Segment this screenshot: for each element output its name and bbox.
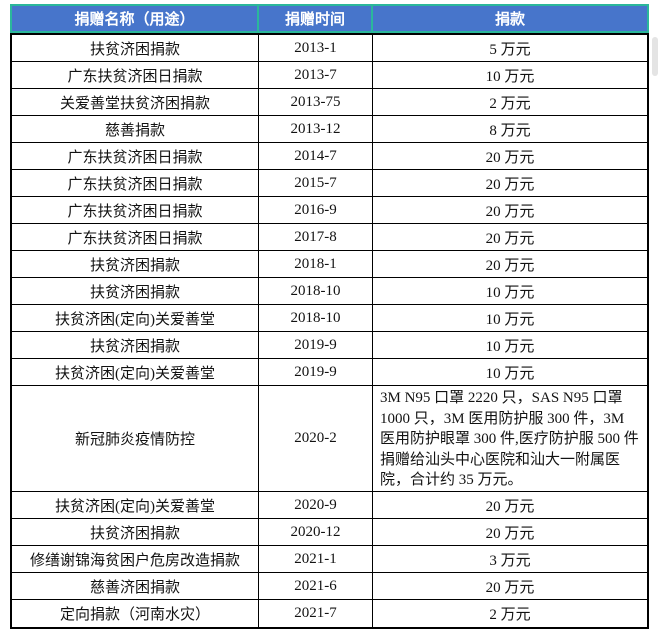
cell-date[interactable]: 2013-75 <box>259 89 373 115</box>
table-row: 扶贫济困(定向)关爱善堂 2020-9 20 万元 <box>12 492 647 519</box>
cell-amount[interactable]: 20 万元 <box>485 525 535 542</box>
cell-name[interactable]: 广东扶贫济困日捐款 <box>12 143 259 169</box>
header-cell-amount[interactable]: 捐款 <box>494 11 525 28</box>
cell-name[interactable]: 扶贫济困捐款 <box>12 278 259 304</box>
table-row: 广东扶贫济困日捐款 2013-7 10 万元 <box>12 62 647 89</box>
cell-amount[interactable]: 5 万元 <box>489 41 531 58</box>
cell-amount[interactable]: 2 万元 <box>489 95 531 112</box>
cell-date[interactable]: 2021-1 <box>259 546 373 572</box>
cell-amount[interactable]: 10 万元 <box>485 338 535 355</box>
table-row: 修缮谢锦海贫困户危房改造捐款 2021-1 3 万元 <box>12 546 647 573</box>
table-row: 扶贫济困捐款 2013-1 5 万元 <box>12 35 647 62</box>
cell-date[interactable]: 2019-9 <box>259 332 373 358</box>
table-row: 慈善济困捐款 2021-6 20 万元 <box>12 573 647 600</box>
cell-name[interactable]: 广东扶贫济困日捐款 <box>12 170 259 196</box>
table-row: 慈善捐款 2013-12 8 万元 <box>12 116 647 143</box>
cell-amount[interactable]: 10 万元 <box>485 311 535 328</box>
cell-amount[interactable]: 20 万元 <box>485 176 535 193</box>
table-row: 广东扶贫济困日捐款 2017-8 20 万元 <box>12 224 647 251</box>
cell-amount[interactable]: 20 万元 <box>485 230 535 247</box>
cell-name[interactable]: 关爱善堂扶贫济困捐款 <box>12 89 259 115</box>
cell-amount[interactable]: 20 万元 <box>485 149 535 166</box>
table-header-row[interactable]: 捐赠名称（用途） 捐赠时间 捐款 <box>10 4 649 33</box>
table-row: 定向捐款（河南水灾） 2021-7 2 万元 <box>12 600 647 627</box>
cell-name[interactable]: 扶贫济困(定向)关爱善堂 <box>12 305 259 331</box>
cell-date[interactable]: 2014-7 <box>259 143 373 169</box>
table-row: 广东扶贫济困日捐款 2016-9 20 万元 <box>12 197 647 224</box>
cell-name[interactable]: 修缮谢锦海贫困户危房改造捐款 <box>12 546 259 572</box>
cell-name[interactable]: 广东扶贫济困日捐款 <box>12 62 259 88</box>
cell-date[interactable]: 2013-12 <box>259 116 373 142</box>
table-row: 扶贫济困捐款 2018-10 10 万元 <box>12 278 647 305</box>
cell-date[interactable]: 2016-9 <box>259 197 373 223</box>
cell-amount[interactable]: 20 万元 <box>485 257 535 274</box>
table-row: 关爱善堂扶贫济困捐款 2013-75 2 万元 <box>12 89 647 116</box>
cell-date[interactable]: 2018-10 <box>259 305 373 331</box>
cell-amount[interactable]: 10 万元 <box>485 284 535 301</box>
table-body: 扶贫济困捐款 2013-1 5 万元 广东扶贫济困日捐款 2013-7 10 万元 关爱善堂… <box>10 33 649 629</box>
header-cell-name[interactable]: 捐赠名称（用途） <box>12 6 259 31</box>
cell-date[interactable]: 2018-10 <box>259 278 373 304</box>
header-cell-date[interactable]: 捐赠时间 <box>259 6 373 31</box>
table-row: 扶贫济困(定向)关爱善堂 2018-10 10 万元 <box>12 305 647 332</box>
cell-amount[interactable]: 20 万元 <box>485 203 535 220</box>
cell-date[interactable]: 2019-9 <box>259 359 373 385</box>
cell-date[interactable]: 2020-2 <box>259 386 373 491</box>
cell-amount[interactable]: 20 万元 <box>485 579 535 596</box>
table-row: 扶贫济困捐款 2020-12 20 万元 <box>12 519 647 546</box>
cell-name[interactable]: 新冠肺炎疫情防控 <box>12 386 259 491</box>
cell-name[interactable]: 扶贫济困(定向)关爱善堂 <box>12 359 259 385</box>
donation-table: 捐赠名称（用途） 捐赠时间 捐款 扶贫济困捐款 2013-1 5 万元 广东扶贫济困日… <box>10 4 649 629</box>
cell-name[interactable]: 慈善济困捐款 <box>12 573 259 599</box>
cell-name[interactable]: 定向捐款（河南水灾） <box>12 600 259 627</box>
cell-name[interactable]: 扶贫济困捐款 <box>12 332 259 358</box>
cell-date[interactable]: 2017-8 <box>259 224 373 250</box>
cell-name[interactable]: 广东扶贫济困日捐款 <box>12 224 259 250</box>
cell-date[interactable]: 2020-9 <box>259 492 373 518</box>
cell-amount[interactable]: 10 万元 <box>485 68 535 85</box>
cell-date[interactable]: 2013-1 <box>259 35 373 61</box>
table-row: 扶贫济困捐款 2018-1 20 万元 <box>12 251 647 278</box>
cell-name[interactable]: 扶贫济困捐款 <box>12 251 259 277</box>
cell-date[interactable]: 2020-12 <box>259 519 373 545</box>
vertical-scrollbar-thumb[interactable] <box>652 37 658 76</box>
cell-date[interactable]: 2018-1 <box>259 251 373 277</box>
cell-date[interactable]: 2021-7 <box>259 600 373 627</box>
cell-amount[interactable]: 10 万元 <box>485 365 535 382</box>
table-row: 广东扶贫济困日捐款 2014-7 20 万元 <box>12 143 647 170</box>
table-row: 新冠肺炎疫情防控 2020-2 3M N95 口罩 2220 只，SAS N95 口… <box>12 386 647 492</box>
table-row: 扶贫济困捐款 2019-9 10 万元 <box>12 332 647 359</box>
cell-amount[interactable]: 20 万元 <box>485 498 535 515</box>
cell-name[interactable]: 扶贫济困(定向)关爱善堂 <box>12 492 259 518</box>
cell-date[interactable]: 2013-7 <box>259 62 373 88</box>
cell-date[interactable]: 2021-6 <box>259 573 373 599</box>
cell-amount[interactable]: 3M N95 口罩 2220 只，SAS N95 口罩 1000 只，3M 医用… <box>380 390 639 488</box>
cell-name[interactable]: 扶贫济困捐款 <box>12 519 259 545</box>
table-row: 广东扶贫济困日捐款 2015-7 20 万元 <box>12 170 647 197</box>
cell-date[interactable]: 2015-7 <box>259 170 373 196</box>
cell-name[interactable]: 慈善捐款 <box>12 116 259 142</box>
cell-amount[interactable]: 8 万元 <box>489 122 531 139</box>
cell-name[interactable]: 广东扶贫济困日捐款 <box>12 197 259 223</box>
cell-amount[interactable]: 3 万元 <box>489 552 531 569</box>
table-row: 扶贫济困(定向)关爱善堂 2019-9 10 万元 <box>12 359 647 386</box>
cell-amount[interactable]: 2 万元 <box>489 607 531 623</box>
cell-name[interactable]: 扶贫济困捐款 <box>12 35 259 61</box>
